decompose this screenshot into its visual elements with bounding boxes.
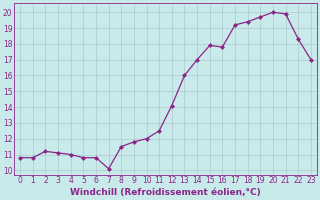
- X-axis label: Windchill (Refroidissement éolien,°C): Windchill (Refroidissement éolien,°C): [70, 188, 261, 197]
